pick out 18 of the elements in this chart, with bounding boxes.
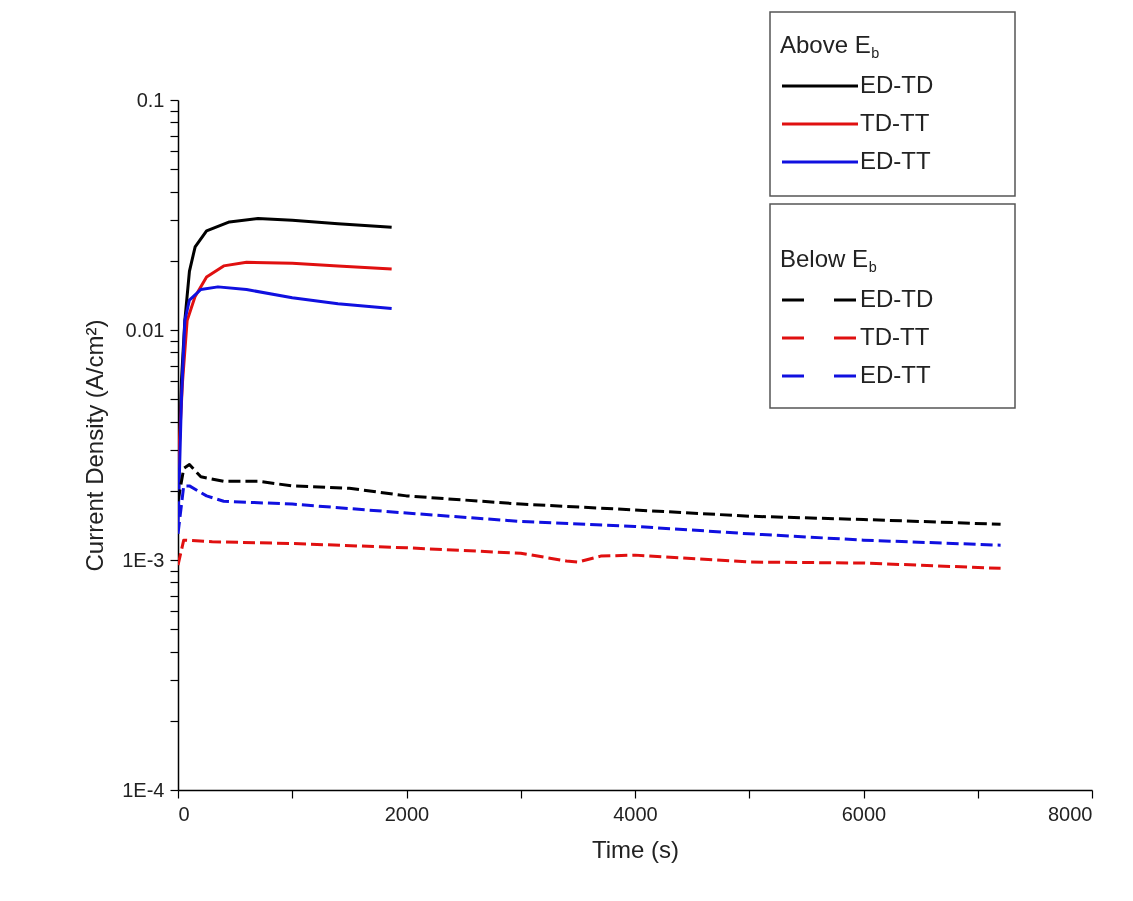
legend-label: TD-TT: [860, 323, 930, 350]
legend-label: ED-TD: [860, 71, 934, 98]
legend-label: ED-TT: [860, 361, 931, 388]
y-tick-label: 1E-4: [122, 778, 165, 801]
x-tick-label: 6000: [841, 802, 887, 825]
x-tick-label: 2000: [384, 802, 430, 825]
line-series: [178, 538, 1003, 570]
legend-label: ED-TT: [860, 147, 931, 174]
x-tick-label: 8000: [1048, 802, 1093, 825]
x-tick-label: 4000: [613, 802, 658, 825]
y-axis-title: Current Density (A/cm²): [81, 319, 109, 572]
y-tick-label: 0.1: [136, 88, 165, 111]
legend-label: TD-TT: [860, 109, 930, 136]
x-axis-title: Time (s): [591, 835, 680, 863]
x-tick-label: 0: [178, 802, 190, 825]
y-tick-label: 1E-3: [122, 548, 165, 571]
legend-label: ED-TD: [860, 285, 934, 312]
y-tick-label: 0.01: [125, 318, 165, 341]
